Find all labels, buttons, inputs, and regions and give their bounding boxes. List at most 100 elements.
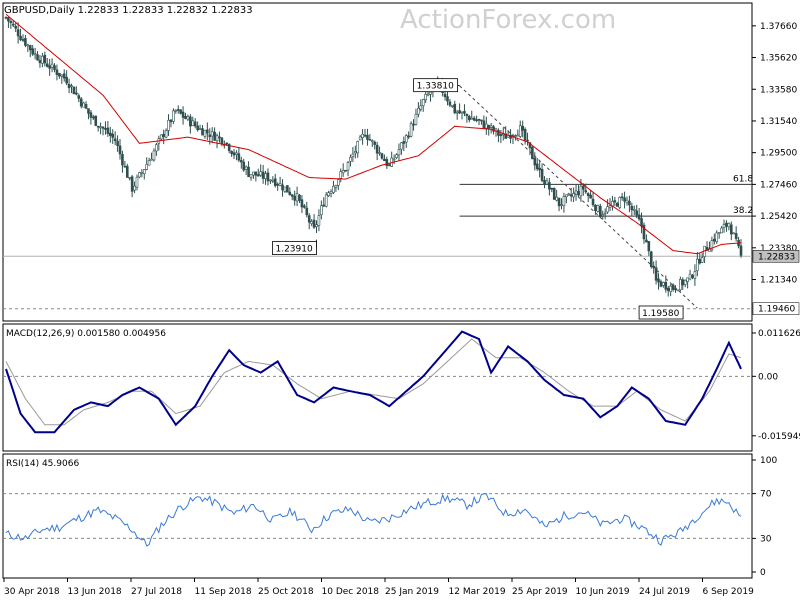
candle-body <box>477 119 481 121</box>
candle-body <box>109 132 112 136</box>
candle-body <box>613 200 617 203</box>
candle-body <box>128 176 132 179</box>
candle-body <box>339 171 343 179</box>
candle-body <box>242 161 246 171</box>
candle-body <box>48 65 51 69</box>
macd-panel <box>2 323 753 452</box>
price-lines <box>5 13 742 309</box>
candle-body <box>41 55 44 64</box>
price-tick-label: 1.23380 <box>760 244 797 254</box>
candle-body <box>596 205 600 212</box>
candle-body <box>567 193 571 196</box>
candle-body <box>662 282 665 286</box>
candle-body <box>189 116 192 127</box>
rsi-tick-label: 70 <box>760 490 772 500</box>
candle-body <box>565 194 568 197</box>
candle-body <box>654 267 658 281</box>
candle-body <box>337 179 340 186</box>
price-tick-label: 1.21340 <box>760 276 797 286</box>
annotation-label: 1.19580 <box>642 309 679 319</box>
candle-body <box>375 144 379 154</box>
candle-body <box>601 214 605 217</box>
candle-body <box>278 183 282 186</box>
candle-body <box>55 69 59 75</box>
macd-tick-label: -0.015949 <box>758 432 800 442</box>
candle-body <box>147 160 151 166</box>
candle-body <box>7 17 10 22</box>
candle-body <box>201 128 204 136</box>
candle-body <box>387 164 391 166</box>
candle-body <box>460 111 464 114</box>
candle-body <box>582 185 585 190</box>
macd-tick-label: 0.011626 <box>758 329 800 339</box>
candle-body <box>368 139 372 141</box>
price-tick-label: 1.37660 <box>760 22 797 32</box>
candle-body <box>356 141 360 154</box>
x-tick-label: 25 Jan 2019 <box>385 587 439 597</box>
candle-body <box>349 156 352 162</box>
candle-body <box>206 129 209 134</box>
candle-body <box>710 240 714 251</box>
candle-body <box>67 83 71 89</box>
candle-body <box>53 65 56 70</box>
candle-body <box>552 187 556 200</box>
rsi-tick-label: 100 <box>760 456 777 466</box>
candle-body <box>679 279 682 291</box>
fib-level-label: 61.8 <box>733 174 753 184</box>
candle-body <box>649 251 653 267</box>
candle-body <box>65 76 68 84</box>
candle-body <box>75 92 78 95</box>
candle-body <box>637 214 641 220</box>
candle-body <box>142 169 146 175</box>
candle-body <box>94 115 98 126</box>
candle-body <box>424 94 427 101</box>
candle-body <box>225 142 229 145</box>
candle-body <box>11 23 15 26</box>
candle-body <box>99 126 102 129</box>
candle-body <box>514 135 517 137</box>
candle-body <box>227 144 231 151</box>
candle-body <box>734 233 738 239</box>
candle-body <box>152 150 156 161</box>
candle-body <box>727 223 731 228</box>
candle-body <box>327 192 330 197</box>
candle-body <box>283 186 287 192</box>
candle-body <box>281 184 284 191</box>
candle-body <box>320 205 323 216</box>
candle-body <box>579 185 583 197</box>
annotation-box <box>413 78 459 93</box>
candle-body <box>244 166 248 170</box>
macd-layer: 0.011626 0.00 -0.015949 <box>3 329 800 442</box>
candle-body <box>162 133 165 137</box>
candle-body <box>87 108 90 114</box>
candle-body <box>562 196 566 207</box>
candle-body <box>96 125 100 128</box>
candle-body <box>19 35 22 40</box>
chart-title: GBPUSD,Daily 1.22833 1.22833 1.22832 1.2… <box>4 5 253 16</box>
x-tick-label: 25 Oct 2018 <box>258 587 314 597</box>
candle-body <box>38 60 42 64</box>
candle-body <box>489 125 493 128</box>
candle-body <box>133 185 136 191</box>
candle-body <box>62 73 66 79</box>
candle-body <box>303 205 306 208</box>
candle-body <box>43 54 47 64</box>
rsi-tick-label: 0 <box>760 568 766 578</box>
candle-body <box>237 153 241 161</box>
candle-body <box>45 63 49 67</box>
candle-body <box>135 176 139 188</box>
candle-body <box>414 113 418 125</box>
candle-body <box>191 120 195 127</box>
candle-body <box>36 54 39 61</box>
current-price-label: 1.22833 <box>758 252 795 262</box>
candle-body <box>104 128 107 130</box>
candle-body <box>407 135 410 138</box>
candle-body <box>300 199 304 208</box>
candle-body <box>324 194 328 207</box>
candle-body <box>615 203 619 207</box>
candle-body <box>123 165 127 168</box>
candle-body <box>560 204 563 206</box>
candle-body <box>198 128 202 130</box>
candle-body <box>344 170 347 172</box>
